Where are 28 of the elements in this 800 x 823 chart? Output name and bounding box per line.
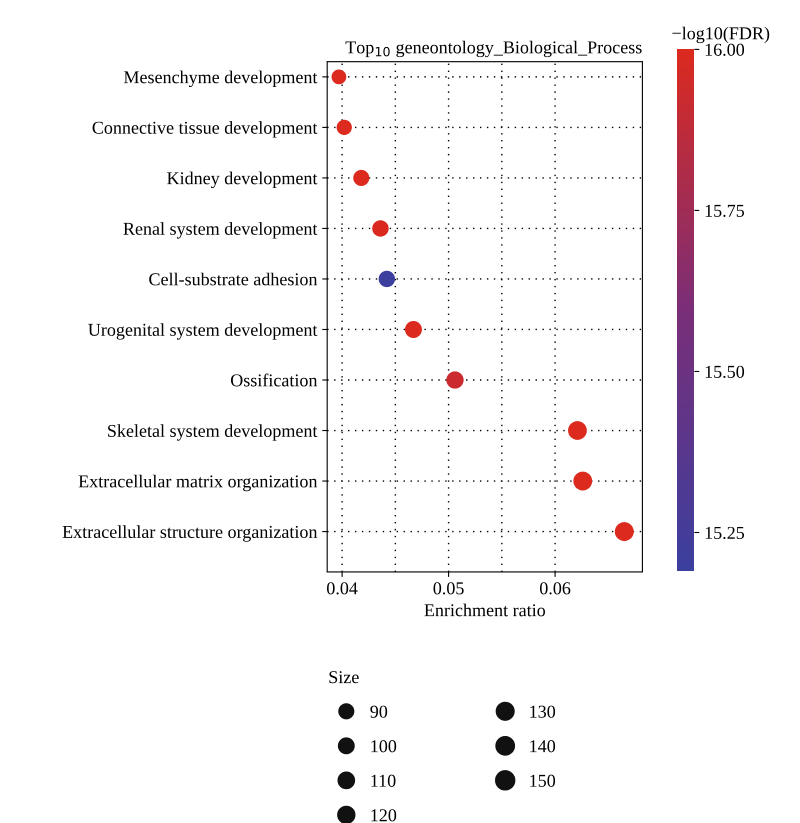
y-tick-label: Connective tissue development <box>92 121 318 138</box>
color-bar-title: −log10(FDR) <box>672 26 770 44</box>
color-bar-label: 15.25 <box>706 526 744 540</box>
color-bar-label: 15.50 <box>706 366 744 378</box>
color-bar-label: 16.00 <box>706 44 744 56</box>
y-tick-label: Mesenchyme development <box>124 70 318 88</box>
chart-title: Top$_{10}$ geneontology_Biological_Process <box>346 40 642 58</box>
x-tick-label: 0.06 <box>540 582 570 594</box>
y-tick-label: Renal system development <box>123 222 318 239</box>
y-tick-label: Urogenital system development <box>88 323 318 340</box>
x-tick-label: 0.05 <box>433 582 464 594</box>
x-axis-title: Enrichment ratio <box>424 604 546 616</box>
legend-label: 110 <box>371 774 396 787</box>
y-tick-label: Extracellular matrix organization <box>78 474 318 492</box>
y-tick-label: Skeletal system development <box>108 424 318 441</box>
y-tick-label: Cell-substrate adhesion <box>149 272 318 286</box>
y-tick-label: Ossification <box>230 374 318 386</box>
legend-label: 100 <box>371 740 396 752</box>
legend-label: 120 <box>371 809 396 822</box>
legend-label: 90 <box>370 706 388 718</box>
color-bar-label: 15.75 <box>706 204 744 217</box>
legend-label: 150 <box>530 774 556 787</box>
x-tick-label: 0.04 <box>327 582 358 594</box>
legend-title: Size <box>329 671 359 684</box>
legend-label: 140 <box>530 740 556 752</box>
legend-label: 130 <box>530 706 556 718</box>
y-tick-label: Kidney development <box>167 172 318 188</box>
y-tick-label: Extracellular structure organization <box>62 525 318 542</box>
